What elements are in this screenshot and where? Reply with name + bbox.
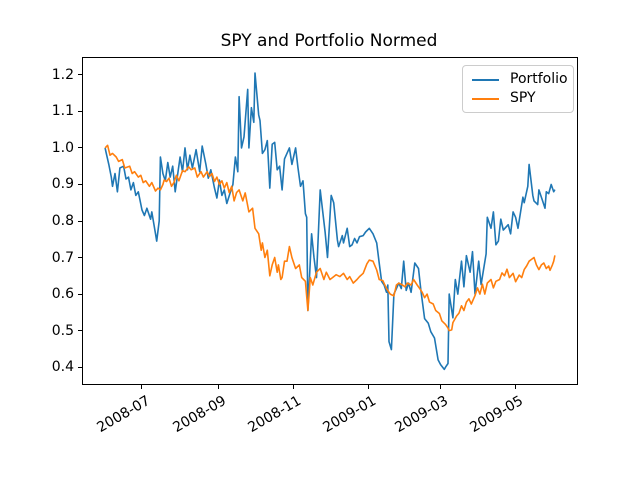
y-tick-label: 0.9 [51, 176, 74, 193]
x-tick-label: 2009-03 [392, 392, 452, 436]
x-tick-mark [217, 385, 219, 389]
y-tick-label: 0.8 [51, 213, 74, 229]
legend-label-portfolio: Portfolio [510, 71, 568, 87]
y-tick-mark [78, 366, 82, 368]
y-tick-label: 0.4 [51, 359, 74, 376]
y-tick-label: 1.0 [51, 139, 74, 156]
y-tick-mark [78, 74, 82, 76]
y-tick-mark [78, 293, 82, 295]
y-tick-label: 1.2 [51, 66, 74, 83]
y-tick-mark [78, 330, 82, 332]
chart-title: SPY and Portfolio Normed [220, 31, 438, 51]
y-tick-mark [78, 147, 82, 149]
legend-item-spy: SPY [463, 89, 573, 108]
x-tick-mark [367, 385, 369, 389]
x-tick-label: 2009-05 [467, 392, 527, 436]
spy-line-swatch [472, 97, 499, 100]
y-tick-mark [78, 183, 82, 185]
y-tick-label: 0.7 [51, 249, 74, 266]
x-tick-mark [292, 385, 294, 389]
portfolio-line [104, 72, 556, 371]
x-tick-mark [440, 385, 442, 389]
y-tick-mark [78, 110, 82, 112]
y-tick-label: 0.5 [51, 322, 74, 339]
y-tick-mark [78, 220, 82, 222]
legend: Portfolio SPY [462, 65, 574, 113]
legend-item-portfolio: Portfolio [463, 70, 573, 89]
y-tick-label: 1.1 [51, 103, 74, 120]
legend-label-spy: SPY [510, 90, 536, 106]
plot-svg [104, 72, 556, 371]
x-tick-mark [515, 385, 517, 389]
y-tick-label: 0.6 [51, 286, 74, 303]
y-tick-mark [78, 257, 82, 259]
portfolio-line-swatch [472, 78, 499, 81]
x-tick-label: 2009-01 [319, 392, 379, 436]
x-tick-label: 2008-07 [93, 392, 153, 436]
x-tick-label: 2008-11 [244, 392, 304, 436]
x-tick-label: 2008-09 [170, 392, 229, 436]
spy-line [104, 144, 556, 332]
x-tick-mark [141, 385, 143, 389]
